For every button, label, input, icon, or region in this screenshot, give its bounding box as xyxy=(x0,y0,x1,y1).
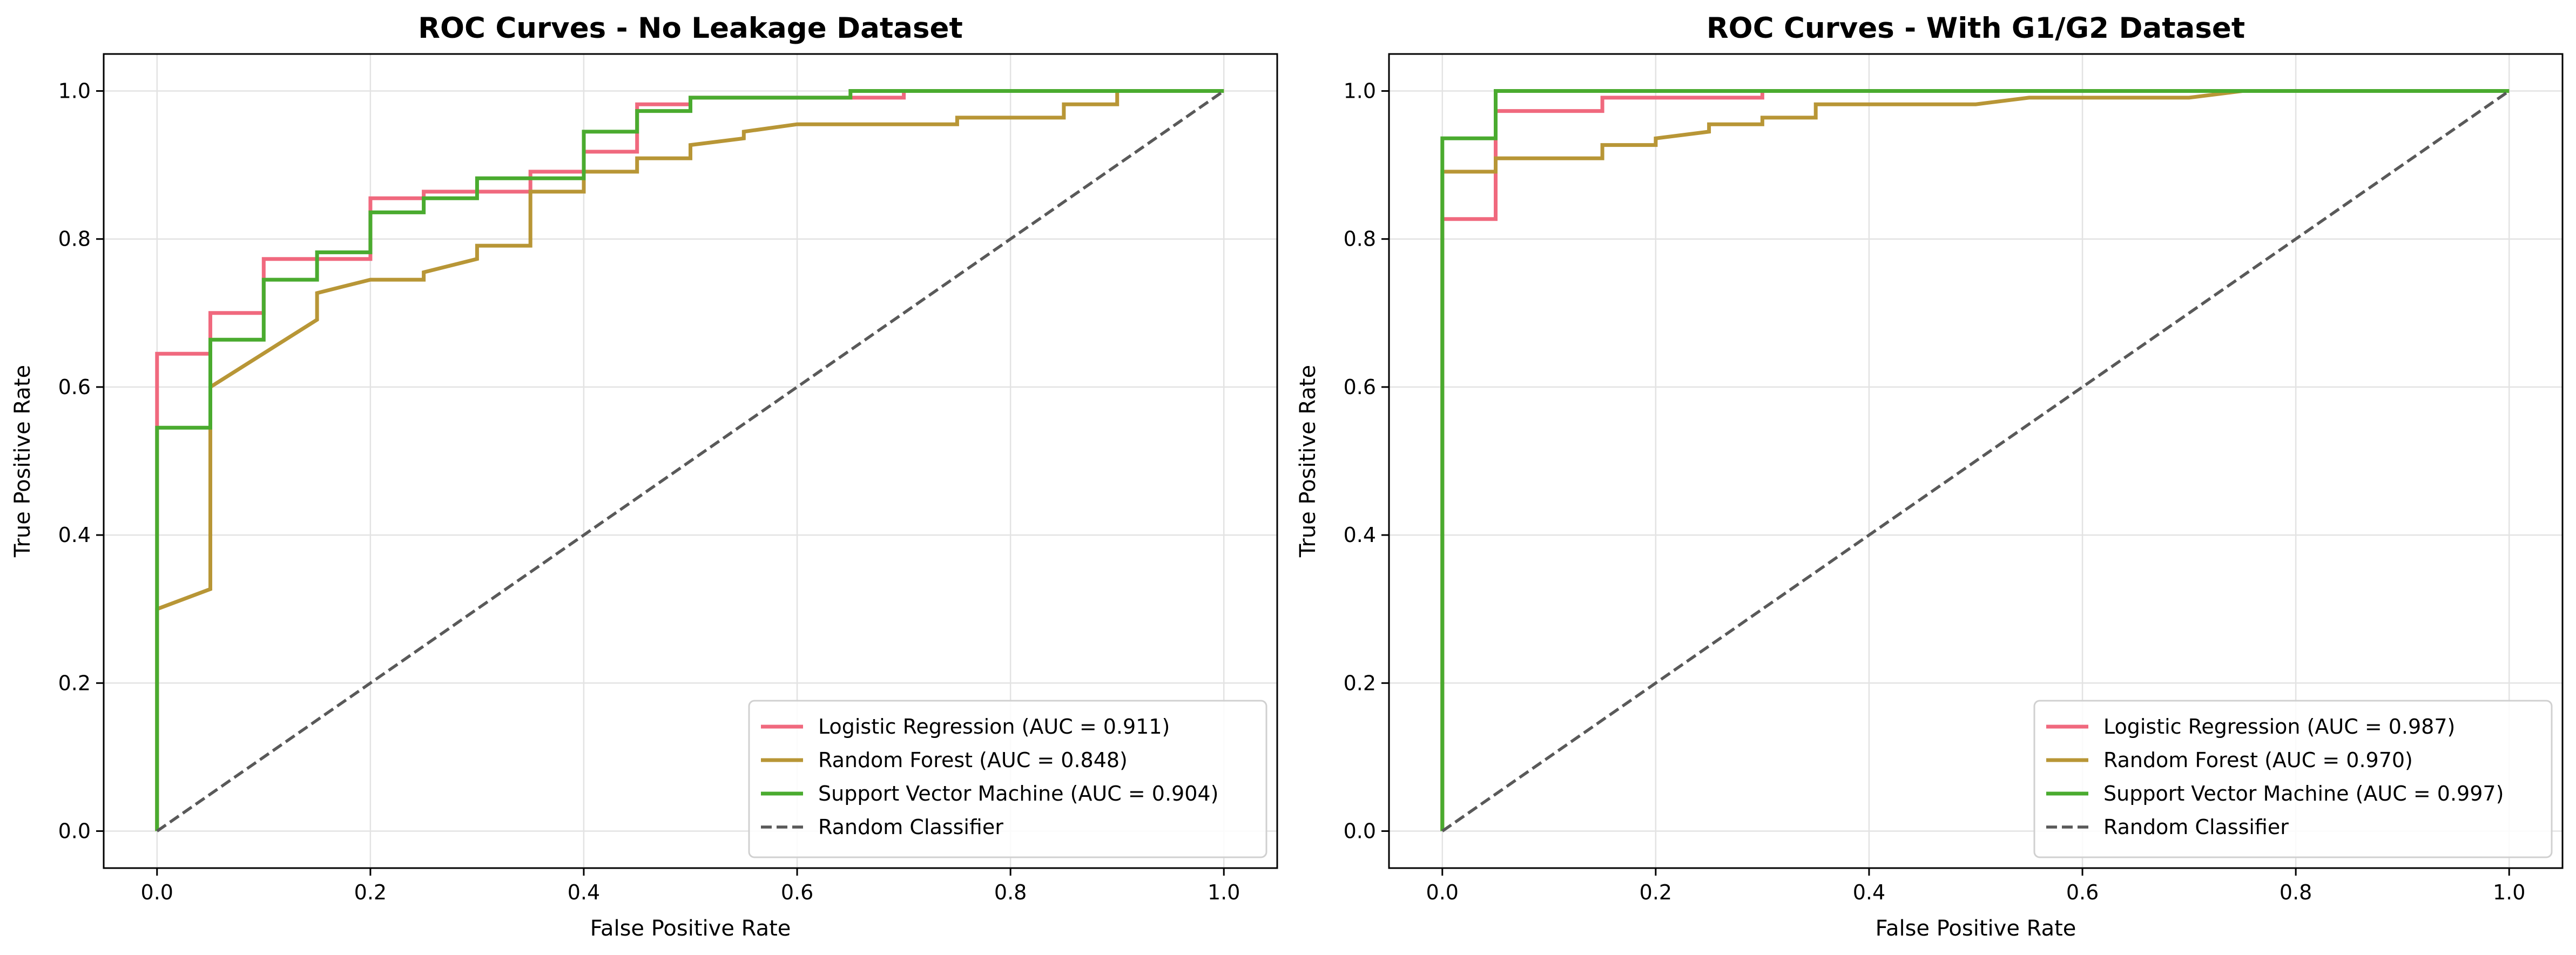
series-line-random-classifier xyxy=(156,90,1225,832)
x-tick-label: 0.2 xyxy=(1640,881,1672,904)
axes-frame xyxy=(1388,53,2564,869)
y-axis-label: True Positive Rate xyxy=(10,365,35,558)
y-tick-label: 0.0 xyxy=(1344,819,1376,843)
legend-entry: Random Forest (AUC = 0.970) xyxy=(2103,748,2413,772)
x-tick-label: 1.0 xyxy=(1208,881,1240,904)
legend: Logistic Regression (AUC = 0.987) Random … xyxy=(2033,700,2553,858)
x-tick-label: 0.4 xyxy=(568,881,600,904)
x-tick-label: 0.6 xyxy=(781,881,813,904)
chart-panel-2: 0.0 0.2 0.4 0.6 0.8 1.0 0.0 0.2 0.4 0.6 0.8 1.0 ROC … xyxy=(1296,12,2564,941)
y-tick-label: 0.2 xyxy=(1344,671,1376,695)
legend-box xyxy=(2033,700,2553,858)
y-tick-label: 1.0 xyxy=(58,79,91,103)
y-tick-label: 0.6 xyxy=(58,375,91,399)
chart-title: ROC Curves - No Leakage Dataset xyxy=(418,12,963,45)
legend-entry: Logistic Regression (AUC = 0.987) xyxy=(2103,715,2455,739)
y-tick-label: 0.4 xyxy=(58,523,91,547)
chart-panel-1: 0.0 0.2 0.4 0.6 0.8 1.0 0.0 0.2 0.4 0.6 0.8 1.0 ROC … xyxy=(10,12,1278,941)
legend: Logistic Regression (AUC = 0.911) Random … xyxy=(748,700,1267,858)
axes-frame xyxy=(103,53,1278,869)
legend-entry: Support Vector Machine (AUC = 0.997) xyxy=(2103,782,2504,805)
legend-entry: Random Forest (AUC = 0.848) xyxy=(818,748,1128,772)
legend-entry: Logistic Regression (AUC = 0.911) xyxy=(818,715,1170,739)
x-tick-label: 0.8 xyxy=(2280,881,2312,904)
plots: 0.0 0.2 0.4 0.6 0.8 1.0 0.0 0.2 0.4 0.6 0.8 1.0 ROC … xyxy=(10,12,2564,941)
x-tick-label: 0.2 xyxy=(354,881,387,904)
legend-entry: Random Classifier xyxy=(2103,815,2289,839)
legend-entry: Support Vector Machine (AUC = 0.904) xyxy=(818,782,1218,805)
legend-box xyxy=(748,700,1267,858)
series-line-logistic-regression xyxy=(1440,89,2510,831)
x-axis-label: False Positive Rate xyxy=(590,916,791,941)
y-tick-label: 0.4 xyxy=(1344,523,1376,547)
y-tick-label: 1.0 xyxy=(1344,79,1376,103)
x-tick-label: 0.8 xyxy=(994,881,1027,904)
x-tick-label: 0.4 xyxy=(1853,881,1885,904)
chart-title: ROC Curves - With G1/G2 Dataset xyxy=(1707,12,2245,45)
x-tick-label: 0.0 xyxy=(141,881,173,904)
y-tick-label: 0.6 xyxy=(1344,375,1376,399)
x-tick-label: 0.6 xyxy=(2066,881,2099,904)
y-tick-label: 0.8 xyxy=(58,227,91,251)
y-tick-label: 0.0 xyxy=(58,819,91,843)
series-line-random-classifier xyxy=(1441,90,2510,832)
x-tick-label: 0.0 xyxy=(1426,881,1459,904)
series-line-support-vector-machine xyxy=(1440,89,2510,831)
y-tick-label: 0.2 xyxy=(58,671,91,695)
x-axis-label: False Positive Rate xyxy=(1876,916,2076,941)
y-tick-label: 0.8 xyxy=(1344,227,1376,251)
series-line-random-forest xyxy=(1440,89,2510,831)
x-tick-label: 1.0 xyxy=(2493,881,2525,904)
series-line-support-vector-machine xyxy=(155,89,1224,831)
legend-entry: Random Classifier xyxy=(818,815,1003,839)
y-axis-label: True Positive Rate xyxy=(1296,365,1320,558)
